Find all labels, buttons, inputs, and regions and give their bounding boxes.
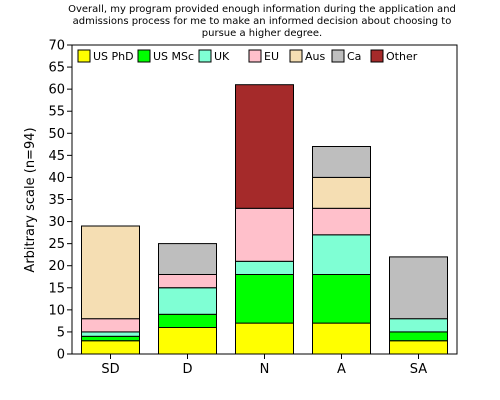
bar-segment bbox=[312, 274, 371, 324]
bar-segment bbox=[235, 322, 294, 355]
chart-title-line: Overall, my program provided enough info… bbox=[68, 4, 456, 15]
bar-segment bbox=[158, 274, 217, 289]
bar-segment bbox=[389, 340, 448, 355]
bar-segment bbox=[312, 207, 371, 236]
y-tick-label: 35 bbox=[48, 193, 65, 208]
bar-segment bbox=[235, 84, 294, 209]
legend-swatch bbox=[248, 49, 262, 63]
bar-segment bbox=[81, 318, 140, 333]
bar-segment bbox=[235, 274, 294, 324]
chart-title-line: pursue a higher degree. bbox=[202, 28, 322, 39]
x-tick-label: SA bbox=[410, 362, 427, 377]
legend: US PhD US MSc UK EU Aus Ca Other bbox=[77, 49, 418, 63]
legend-swatch bbox=[137, 49, 151, 63]
chart-title: Overall, my program provided enough info… bbox=[68, 4, 456, 39]
legend-swatch bbox=[77, 49, 91, 63]
y-tick-label: 10 bbox=[48, 303, 65, 318]
bar-segment bbox=[312, 146, 371, 178]
y-axis-label: Arbitrary scale (n=94) bbox=[23, 127, 38, 272]
bar-segment bbox=[389, 331, 448, 342]
bar-segment bbox=[312, 322, 371, 355]
bars-group bbox=[81, 84, 448, 355]
bar-segment bbox=[312, 176, 371, 209]
y-tick-label: 70 bbox=[48, 39, 65, 54]
y-tick-label: 15 bbox=[48, 281, 65, 296]
y-tick-label: 5 bbox=[57, 325, 65, 340]
y-tick-label: 40 bbox=[48, 171, 65, 186]
bar-segment bbox=[81, 331, 140, 337]
y-tick-label: 50 bbox=[48, 127, 65, 142]
bar-segment bbox=[235, 207, 294, 262]
bar-segment bbox=[389, 256, 448, 320]
legend-swatch bbox=[198, 49, 212, 63]
bar-segment bbox=[235, 260, 294, 275]
x-tick-label: SD bbox=[101, 362, 119, 377]
y-tick-label: 20 bbox=[48, 259, 65, 274]
y-tick-label: 30 bbox=[48, 215, 65, 230]
bar-segment bbox=[158, 243, 217, 276]
legend-label: Other bbox=[386, 50, 418, 63]
y-tick-label: 25 bbox=[48, 237, 65, 252]
y-tick-label: 65 bbox=[48, 61, 65, 76]
bar-segment bbox=[81, 340, 140, 355]
legend-swatch bbox=[370, 49, 384, 63]
legend-label: EU bbox=[264, 50, 279, 63]
legend-label: US PhD bbox=[93, 50, 134, 63]
legend-swatch bbox=[289, 49, 303, 63]
x-tick-label: N bbox=[260, 362, 270, 377]
y-tick-label: 45 bbox=[48, 149, 65, 164]
bar-segment bbox=[312, 234, 371, 276]
y-tick-label: 55 bbox=[48, 105, 65, 120]
legend-label: US MSc bbox=[153, 50, 194, 63]
x-tick-label: D bbox=[182, 362, 192, 377]
bar-segment bbox=[158, 313, 217, 328]
chart-title-line: admissions process for me to make an inf… bbox=[73, 16, 452, 27]
x-tick-label: A bbox=[337, 362, 346, 377]
bar-segment bbox=[81, 225, 140, 320]
bar-segment bbox=[158, 287, 217, 315]
legend-swatch bbox=[331, 49, 345, 63]
axes-group: SD D N A SA 0 5 10 15 20 25 30 35 40 45 50 55 60 65 70 bbox=[48, 39, 458, 377]
bar-segment bbox=[389, 318, 448, 333]
y-tick-label: 60 bbox=[48, 83, 65, 98]
bar-segment bbox=[81, 335, 140, 342]
legend-label: UK bbox=[214, 50, 230, 63]
legend-label: Aus bbox=[305, 50, 325, 63]
bar-segment bbox=[158, 327, 217, 355]
y-tick-label: 0 bbox=[57, 348, 65, 363]
legend-label: Ca bbox=[347, 50, 361, 63]
